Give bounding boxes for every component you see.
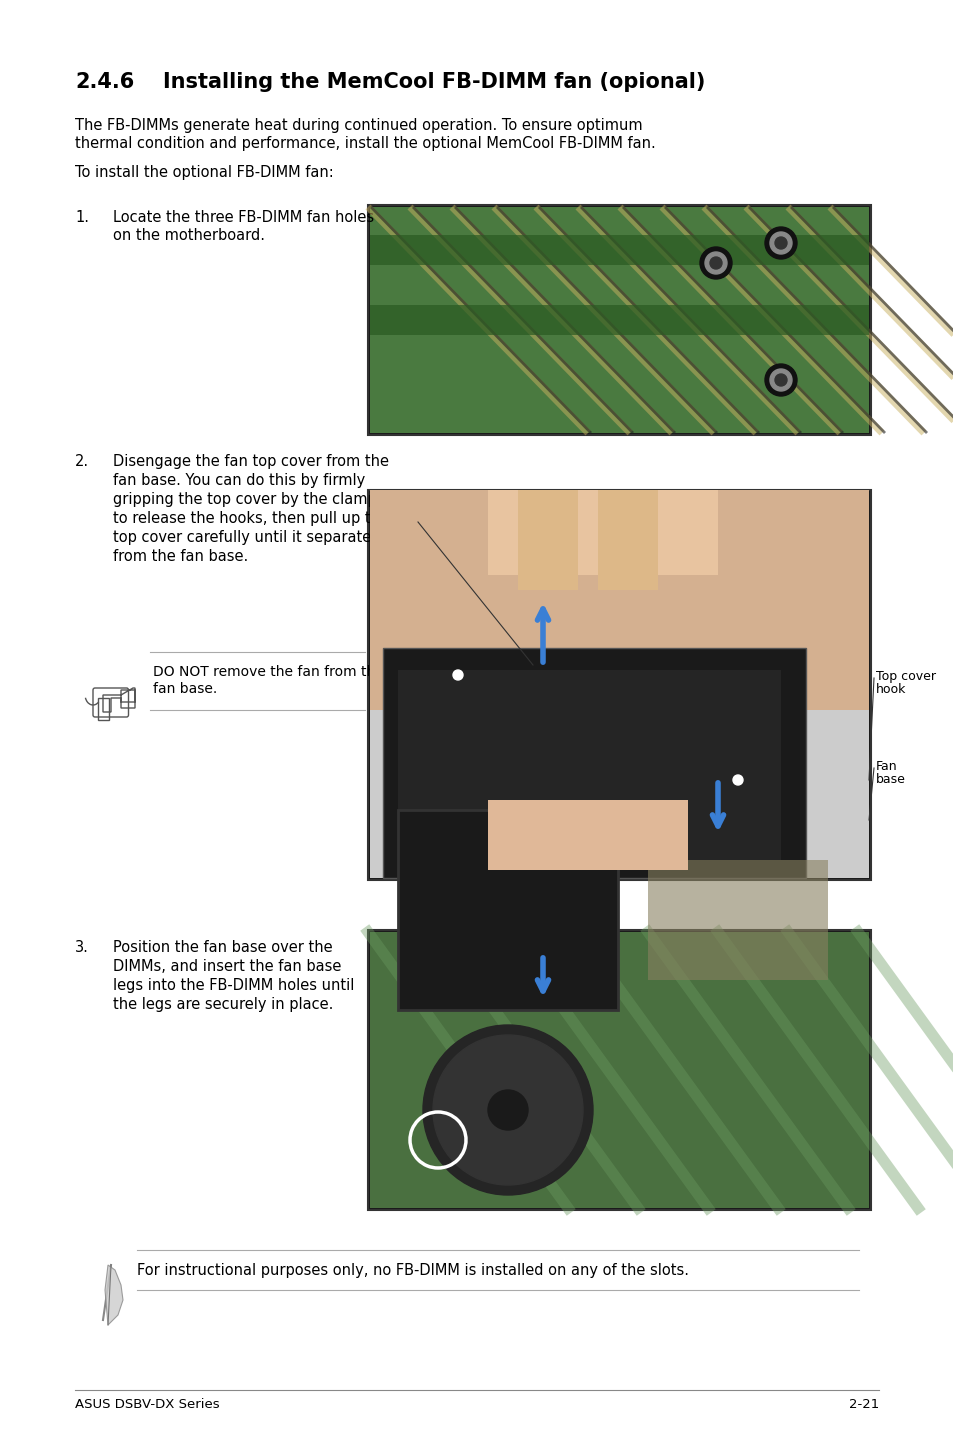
Circle shape xyxy=(488,1090,527,1130)
Text: Top cover: Top cover xyxy=(875,670,935,683)
Text: Fan: Fan xyxy=(875,761,897,774)
Bar xyxy=(488,800,687,870)
Text: Position the fan base over the: Position the fan base over the xyxy=(112,940,333,955)
Text: fan base.: fan base. xyxy=(152,682,217,696)
Text: thermal condition and performance, install the optional MemCool FB-DIMM fan.: thermal condition and performance, insta… xyxy=(75,137,655,151)
Text: The FB-DIMMs generate heat during continued operation. To ensure optimum: The FB-DIMMs generate heat during contin… xyxy=(75,118,642,132)
Bar xyxy=(370,234,868,265)
Text: fan base. You can do this by firmly: fan base. You can do this by firmly xyxy=(112,473,365,487)
Text: ASUS DSBV-DX Series: ASUS DSBV-DX Series xyxy=(75,1398,219,1411)
Text: clamp: clamp xyxy=(373,525,411,538)
Bar xyxy=(370,932,868,1208)
Circle shape xyxy=(769,370,791,391)
Bar xyxy=(598,490,658,590)
Text: 2-21: 2-21 xyxy=(848,1398,878,1411)
Text: For instructional purposes only, no FB-DIMM is installed on any of the slots.: For instructional purposes only, no FB-D… xyxy=(137,1263,688,1278)
Text: 2.: 2. xyxy=(75,454,89,469)
Bar xyxy=(382,649,805,879)
Bar xyxy=(370,207,868,433)
Circle shape xyxy=(422,1025,593,1195)
Text: base: base xyxy=(875,774,905,787)
Bar xyxy=(368,206,870,436)
Bar xyxy=(370,490,868,710)
Circle shape xyxy=(774,237,786,249)
Text: 3.: 3. xyxy=(75,940,89,955)
Bar xyxy=(397,810,618,1009)
Polygon shape xyxy=(105,1265,123,1324)
Bar xyxy=(370,492,868,879)
Bar xyxy=(397,670,781,860)
Circle shape xyxy=(732,775,742,785)
Text: Disengage the fan top cover from the: Disengage the fan top cover from the xyxy=(112,454,389,469)
Circle shape xyxy=(769,232,791,255)
Text: hook: hook xyxy=(875,683,905,696)
Text: from the fan base.: from the fan base. xyxy=(112,549,248,564)
Circle shape xyxy=(709,257,721,269)
Bar xyxy=(98,697,110,720)
Text: DIMMs, and insert the fan base: DIMMs, and insert the fan base xyxy=(112,959,341,974)
Circle shape xyxy=(774,374,786,385)
Text: top cover carefully until it separates: top cover carefully until it separates xyxy=(112,531,378,545)
Bar xyxy=(370,305,868,335)
Circle shape xyxy=(700,247,731,279)
Circle shape xyxy=(764,364,796,395)
Circle shape xyxy=(704,252,726,275)
Bar xyxy=(488,490,718,575)
Bar xyxy=(368,930,870,1209)
Circle shape xyxy=(764,227,796,259)
Text: Top cover: Top cover xyxy=(373,512,433,525)
Circle shape xyxy=(453,670,462,680)
Text: 1.: 1. xyxy=(75,210,89,224)
Circle shape xyxy=(433,1035,582,1185)
Text: 2.4.6: 2.4.6 xyxy=(75,72,134,92)
Text: DO NOT remove the fan from the: DO NOT remove the fan from the xyxy=(152,664,383,679)
Text: To install the optional FB-DIMM fan:: To install the optional FB-DIMM fan: xyxy=(75,165,334,180)
Text: Locate the three FB-DIMM fan holes: Locate the three FB-DIMM fan holes xyxy=(112,210,374,224)
Bar xyxy=(647,860,827,981)
Bar xyxy=(370,932,868,1208)
Text: legs into the FB-DIMM holes until: legs into the FB-DIMM holes until xyxy=(112,978,354,994)
Bar xyxy=(517,490,578,590)
Text: Installing the MemCool FB-DIMM fan (opional): Installing the MemCool FB-DIMM fan (opio… xyxy=(163,72,704,92)
FancyArrowPatch shape xyxy=(98,1268,111,1323)
Text: the legs are securely in place.: the legs are securely in place. xyxy=(112,997,333,1012)
Text: to release the hooks, then pull up the: to release the hooks, then pull up the xyxy=(112,510,389,526)
Bar xyxy=(368,490,870,880)
Text: gripping the top cover by the clamps: gripping the top cover by the clamps xyxy=(112,492,384,508)
Text: on the motherboard.: on the motherboard. xyxy=(112,229,265,243)
